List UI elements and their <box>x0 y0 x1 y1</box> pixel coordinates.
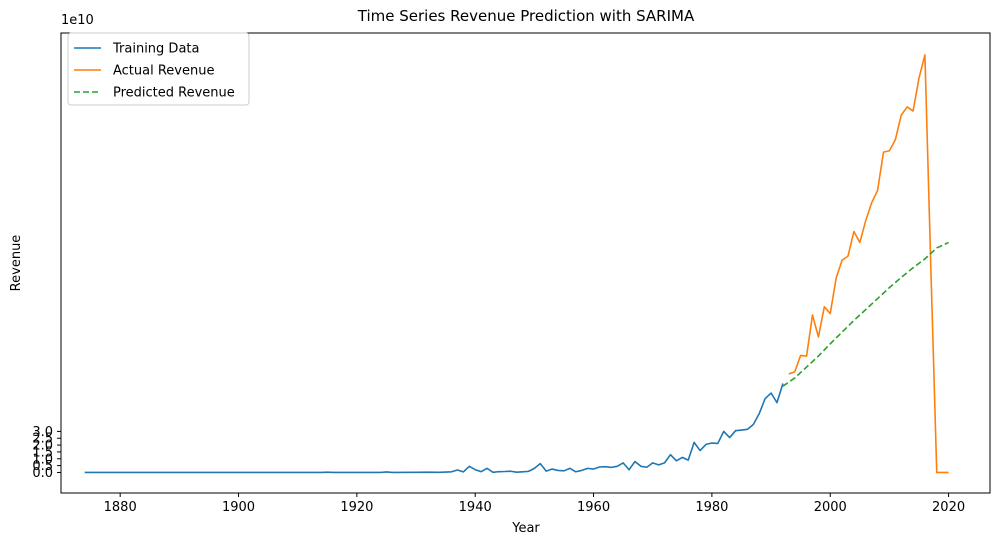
series-line-actual-revenue <box>788 54 949 474</box>
x-tick-label: 1980 <box>695 500 728 515</box>
y-tick-label: 2.5 <box>32 432 53 447</box>
plot-area: 1880 1900 1920 1940 1960 1980 2000 2020 0.00.51… <box>32 32 991 515</box>
y-axis-exponent: 1e10 <box>61 13 94 28</box>
x-tick-label: 1920 <box>340 500 373 515</box>
legend-label: Actual Revenue <box>113 64 214 79</box>
y-tick-label: 3.0 <box>32 425 53 440</box>
legend-label: Training Data <box>112 42 199 57</box>
y-axis-ticks: 0.00.51.01.52.02.53.0 <box>32 425 61 481</box>
legend-label: Predicted Revenue <box>113 86 235 101</box>
legend-box <box>67 32 250 106</box>
series-line-predicted-revenue <box>782 241 949 387</box>
y-tick-label: 1.5 <box>32 445 53 460</box>
y-tick-label: 2.0 <box>32 439 53 454</box>
y-tick-label: 0.5 <box>32 459 53 474</box>
y-axis-label: Revenue <box>9 235 24 292</box>
x-tick-label: 1940 <box>459 500 492 515</box>
series-lines <box>84 54 949 474</box>
axes-frame <box>60 32 991 494</box>
series-line-training-data <box>84 383 784 474</box>
x-tick-label: 2020 <box>932 500 965 515</box>
x-axis-ticks: 1880 1900 1920 1940 1960 1980 2000 2020 <box>104 493 965 515</box>
x-axis-label: Year <box>511 521 540 536</box>
x-tick-label: 1900 <box>222 500 255 515</box>
chart-title: Time Series Revenue Prediction with SARI… <box>357 7 695 25</box>
y-tick-label: 1.0 <box>32 452 53 467</box>
legend: Training Data Actual Revenue Predicted Rev… <box>67 32 250 106</box>
x-tick-label: 2000 <box>814 500 847 515</box>
x-tick-label: 1960 <box>577 500 610 515</box>
x-tick-label: 1880 <box>104 500 137 515</box>
y-tick-label: 0.0 <box>32 466 53 481</box>
